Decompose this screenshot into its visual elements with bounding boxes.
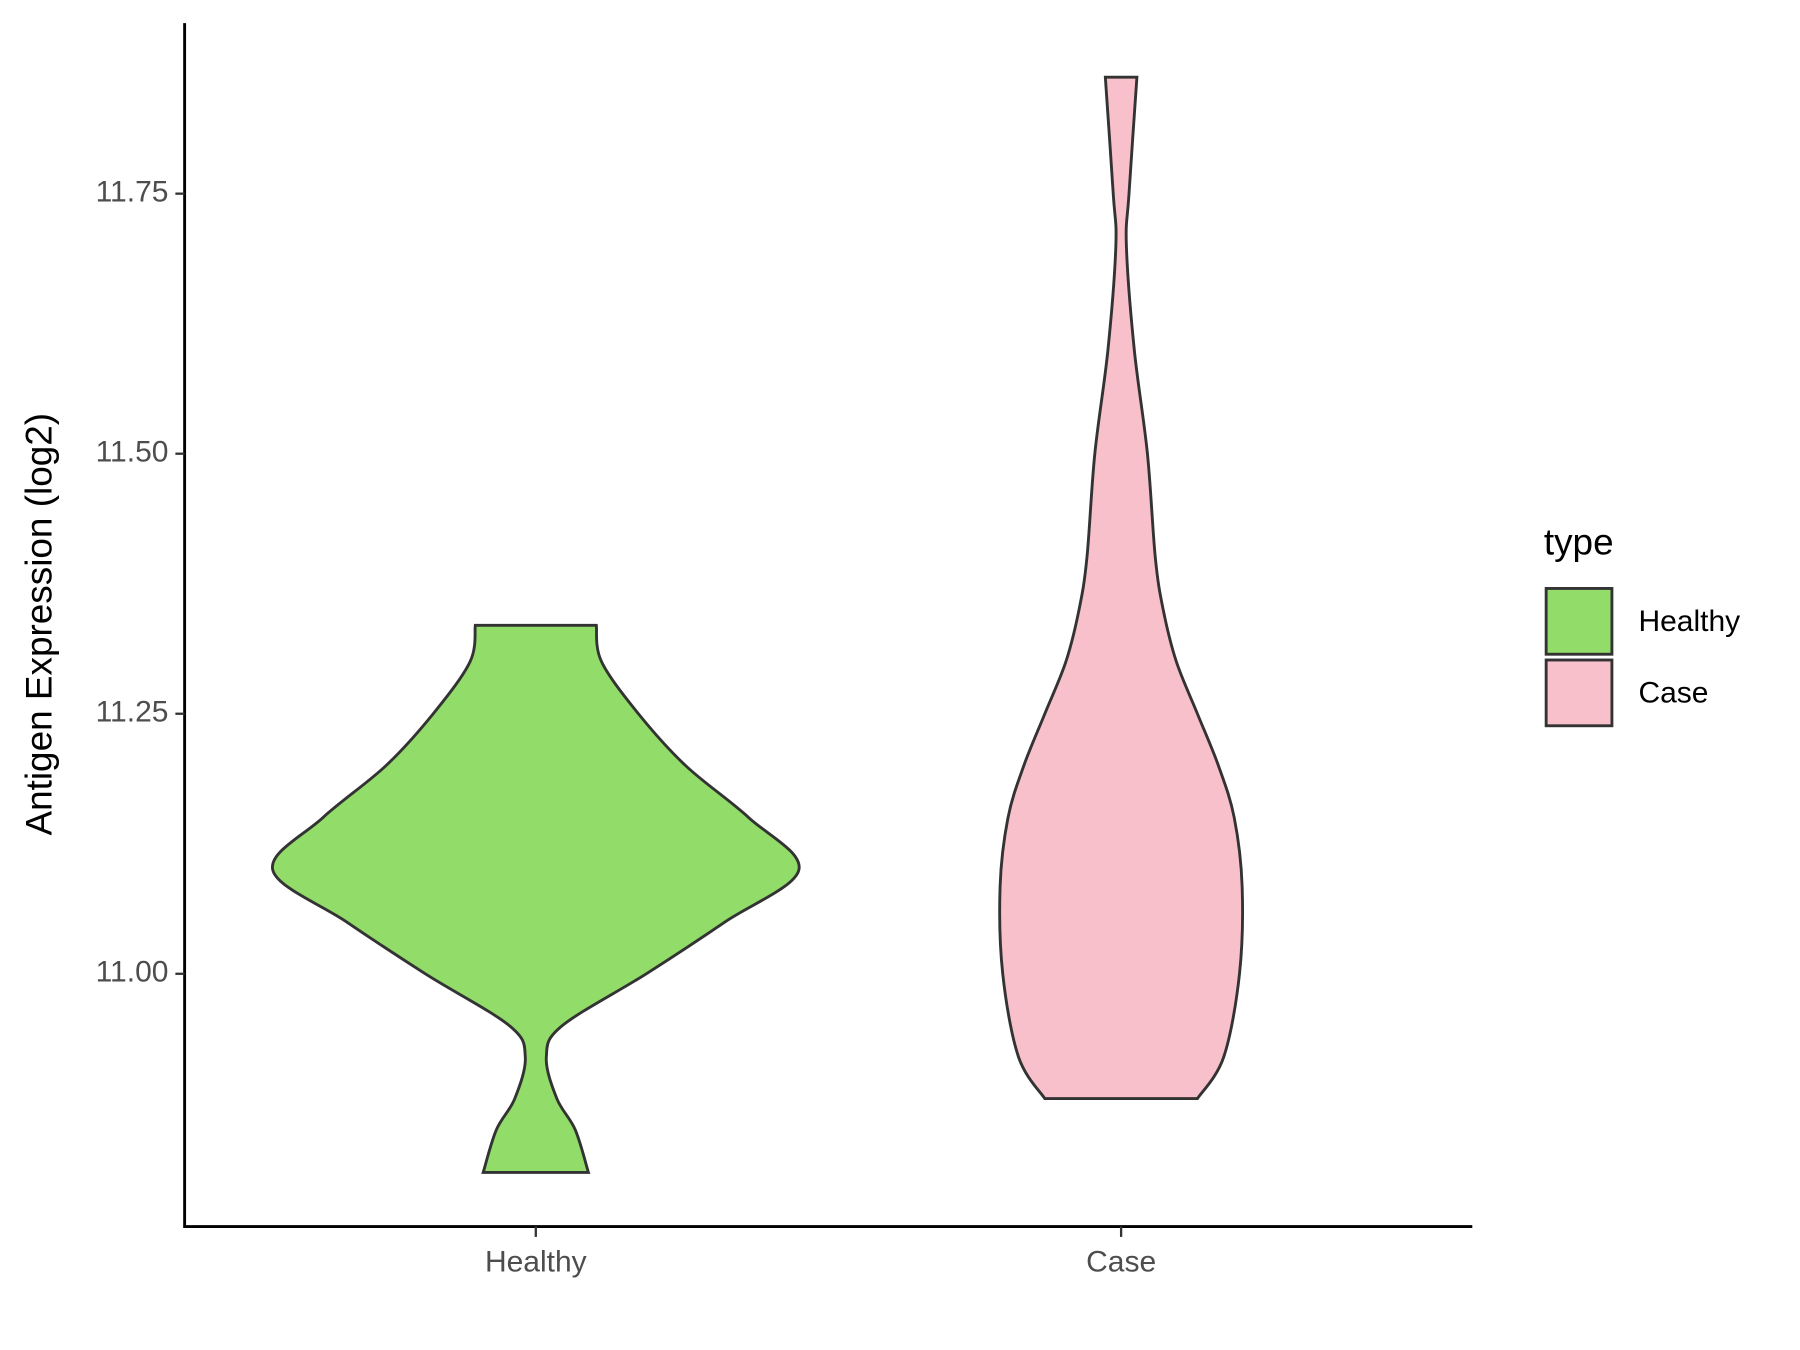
legend-label: Case [1638, 677, 1708, 710]
violin [271, 623, 801, 1174]
y-axis-title: Antigen Expression (log2) [18, 413, 59, 836]
y-tick-label: 11.25 [96, 696, 169, 729]
x-tick-label: Healthy [485, 1245, 587, 1278]
y-tick-label: 11.50 [96, 436, 169, 469]
y-tick-label: 11.75 [96, 176, 169, 209]
legend-key [1544, 658, 1614, 728]
violin [998, 75, 1244, 1101]
y-tick-label: 11.00 [96, 956, 169, 989]
legend-key [1544, 587, 1614, 656]
legend-label: Healthy [1638, 605, 1740, 638]
x-tick-label: Case [1086, 1245, 1156, 1278]
legend-title: type [1544, 521, 1614, 562]
